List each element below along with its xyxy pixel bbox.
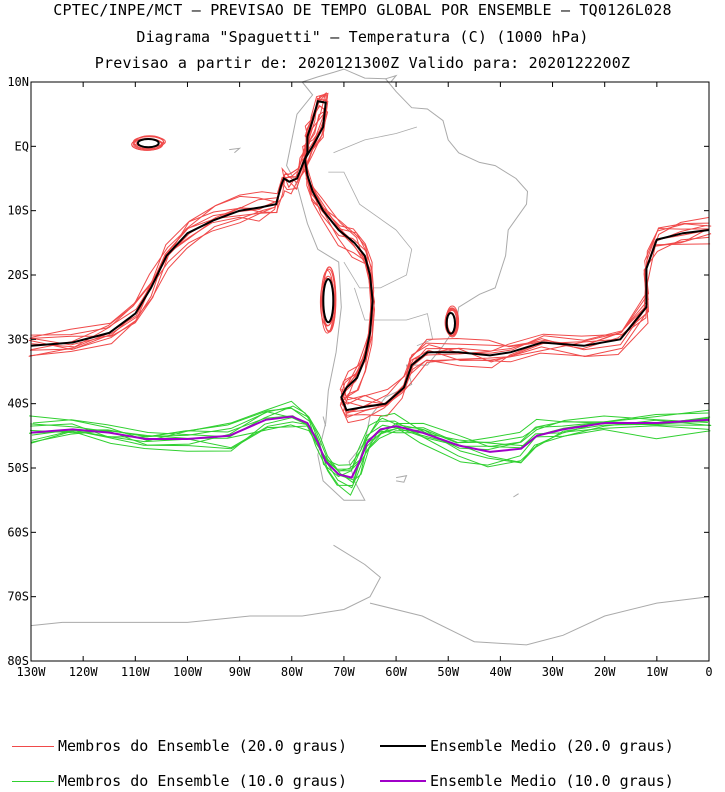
country-border [333,126,418,154]
legend-swatch-red [12,745,54,747]
coastline-segment [513,493,519,498]
closed-contour-member [444,309,458,336]
x-tick-label: 50W [437,665,459,679]
y-tick-label: 40S [7,397,29,411]
y-tick-label: 70S [7,590,29,604]
y-tick-label: 30S [7,332,29,346]
ensemble-member-line [30,407,711,466]
x-tick-label: 20W [594,665,616,679]
country-border [354,287,407,321]
legend-label: Membros do Ensemble (20.0 graus) [58,737,347,755]
country-border [343,229,413,289]
y-tick-label: 80S [7,654,29,668]
ensemble-member-line [31,420,709,489]
closed-contour-mean [136,138,160,149]
y-tick-label: 50S [7,461,29,475]
x-tick-label: 10W [646,665,668,679]
x-tick-label: 30W [542,665,564,679]
coastline-segment [30,544,382,627]
country-border [406,313,434,347]
legend-swatch-black [380,745,426,747]
axis-ticks: 130W 120W 110W 100W 90W 80W 70W 60W 50W 40W 30W 20W… [7,75,712,679]
ensemble-member-line [30,105,709,405]
ensemble-means [30,100,710,479]
y-tick-label: 20S [7,268,29,282]
x-tick-label: 100W [173,665,203,679]
coastline-segment [369,596,710,646]
x-tick-label: 40W [490,665,512,679]
legend-swatch-purple [380,780,426,782]
y-tick-label: EQ [15,139,29,153]
country-border [328,171,397,231]
x-tick-label: 60W [385,665,407,679]
ensemble-member-line [32,405,708,484]
chart-title-line-1: CPTEC/INPE/MCT — PREVISAO DE TEMPO GLOBA… [53,1,672,19]
x-tick-label: 70W [333,665,355,679]
ensemble-member-line [31,412,709,470]
legend-item-mean-10: Ensemble Medio (10.0 graus) [380,772,674,790]
x-tick-label: 0 [705,665,712,679]
coastline-segment [229,147,242,154]
spaghetti-chart: 130W 120W 110W 100W 90W 80W 70W 60W 50W 40W 30W 20W… [7,68,713,679]
chart-title-line-3: Previsao a partir de: 2020121300Z Valido… [94,54,631,72]
x-tick-label: 110W [121,665,151,679]
plot-frame [30,81,710,662]
ensemble-member-line [28,104,707,413]
closed-contour-mean [445,312,456,335]
legend-label: Ensemble Medio (20.0 graus) [430,737,674,755]
legend-label: Membros do Ensemble (10.0 graus) [58,772,347,790]
y-tick-label: 10S [7,204,29,218]
x-tick-label: 90W [229,665,251,679]
legend-item-members-10: Membros do Ensemble (10.0 graus) [12,772,347,790]
legend-item-members-20: Membros do Ensemble (20.0 graus) [12,737,347,755]
coastline-map [30,68,710,646]
ensemble-member-line [30,406,711,478]
ensemble-mean-line [30,100,710,412]
coastline-segment [322,416,327,427]
chart-title-line-2: Diagrama "Spaguetti" — Temperatura (C) (… [136,28,589,46]
coastline-segment [396,475,408,483]
x-tick-label: 80W [281,665,303,679]
y-tick-label: 60S [7,525,29,539]
coastline-segment [286,68,529,501]
coastline-segment [385,74,398,83]
x-tick-label: 120W [69,665,99,679]
ensemble-member-line [31,91,712,405]
legend-swatch-green [12,780,54,782]
ensemble-members [28,91,712,496]
ensemble-mean-line [30,415,710,479]
legend-label: Ensemble Medio (10.0 graus) [430,772,674,790]
x-tick-label: 130W [17,665,47,679]
closed-contour-mean [322,278,335,324]
y-tick-label: 10N [7,75,29,89]
legend: Membros do Ensemble (20.0 graus) Ensembl… [0,730,725,790]
legend-item-mean-20: Ensemble Medio (20.0 graus) [380,737,674,755]
ensemble-member-line [30,92,709,408]
